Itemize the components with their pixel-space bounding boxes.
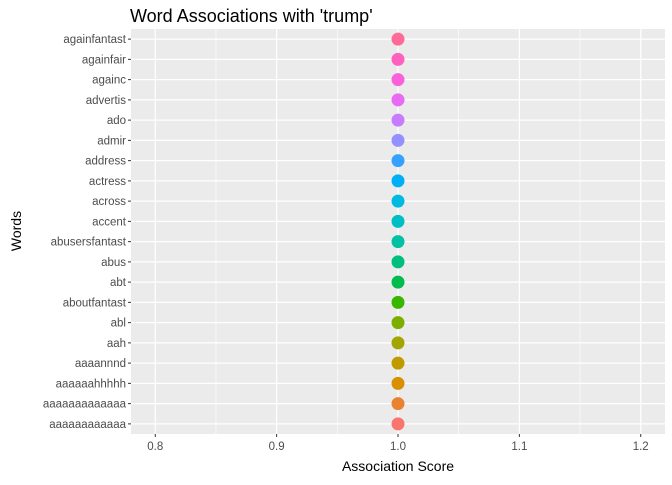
y-tick-label: againfantast — [63, 34, 126, 46]
y-tick-label: aboutfantast — [63, 297, 127, 309]
data-point — [391, 295, 405, 309]
y-tick-label: ado — [107, 115, 126, 127]
data-point — [391, 174, 405, 188]
data-point — [391, 376, 405, 390]
y-tick-label: accent — [92, 216, 127, 228]
y-tick-label: againc — [92, 75, 126, 87]
y-tick-label: actress — [89, 176, 126, 188]
y-tick-label: advertis — [86, 95, 127, 107]
data-point — [391, 133, 405, 147]
y-tick-label: address — [85, 156, 126, 168]
data-point — [391, 93, 405, 107]
data-point — [391, 154, 405, 168]
x-tick-label: 1.0 — [390, 441, 406, 453]
data-point — [391, 113, 405, 127]
y-tick-label: againfair — [82, 54, 126, 66]
y-tick-label: admir — [97, 135, 126, 147]
y-tick-label: abus — [101, 257, 126, 269]
y-tick-label: abl — [111, 318, 126, 330]
data-point — [391, 397, 405, 411]
data-point — [391, 73, 405, 87]
y-tick-label: abusersfantast — [51, 237, 127, 249]
y-axis: aaaaaaaaaaaaaaaaaaaaaaaaaaaaaaahhhhhaaaa… — [43, 34, 131, 431]
data-point — [391, 235, 405, 249]
data-point — [391, 32, 405, 46]
y-tick-label: aah — [107, 338, 126, 350]
x-tick-label: 1.1 — [511, 441, 527, 453]
y-tick-label: across — [92, 196, 126, 208]
data-point — [391, 336, 405, 350]
x-axis: 0.8 0.9 1.0 1.1 1.2 — [147, 434, 649, 453]
data-point — [391, 255, 405, 269]
x-tick-label: 1.2 — [633, 441, 649, 453]
y-tick-label: abt — [110, 277, 127, 289]
x-axis-label: Association Score — [342, 458, 454, 474]
data-point — [391, 356, 405, 370]
y-tick-label: aaaaaahhhhh — [56, 378, 126, 390]
data-point — [391, 417, 405, 431]
data-point — [391, 214, 405, 228]
data-point — [391, 275, 405, 289]
y-tick-label: aaaannnd — [75, 358, 126, 370]
y-tick-label: aaaaaaaaaaaaa — [43, 399, 127, 411]
data-point — [391, 194, 405, 208]
data-point — [391, 52, 405, 66]
x-tick-label: 0.8 — [147, 441, 163, 453]
chart-title: Word Associations with 'trump' — [130, 6, 373, 26]
y-axis-label: Words — [8, 211, 24, 251]
data-points — [391, 32, 405, 431]
x-tick-label: 0.9 — [269, 441, 285, 453]
data-point — [391, 316, 405, 330]
y-tick-label: aaaaaaaaaaaa — [49, 419, 126, 431]
